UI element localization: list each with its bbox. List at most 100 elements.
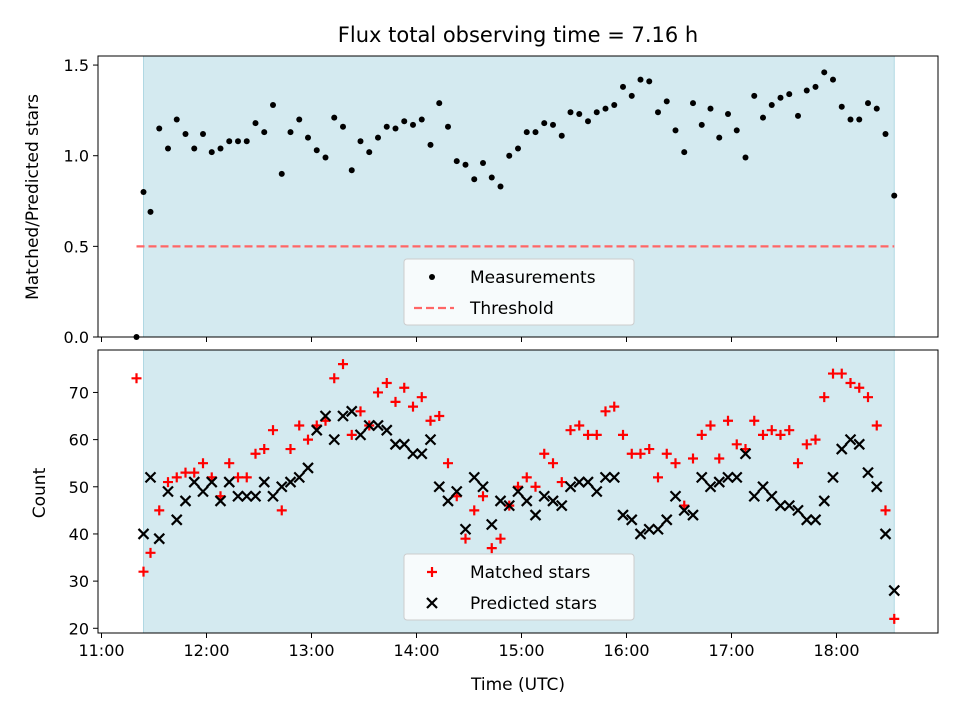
matched-stars-point [259, 444, 270, 455]
predicted-stars-point [137, 528, 150, 540]
matched-stars-point [539, 448, 550, 459]
predicted-stars-point [870, 481, 883, 493]
measurements-point [427, 141, 434, 148]
measurements-point [410, 121, 416, 128]
measurements-point [182, 130, 189, 137]
predicted-stars-point [214, 495, 227, 507]
measurements-point [366, 149, 373, 156]
matched-stars-point [749, 415, 760, 426]
predicted-stars-point [179, 495, 192, 507]
bottom-legend: Matched stars Predicted stars [403, 553, 635, 621]
x-tick-label: 18:00 [813, 641, 859, 660]
matched-stars-point [381, 378, 392, 389]
predicted-stars-point [643, 523, 656, 536]
matched-stars-point [609, 401, 620, 412]
matched-stars-point [224, 458, 235, 469]
measurements-point [760, 114, 766, 121]
legend-label: Predicted stars [470, 594, 597, 614]
measurements-point [821, 69, 828, 76]
x-axis-label: Time (UTC) [470, 675, 565, 695]
measurements-point [873, 105, 880, 112]
predicted-stars-point [477, 481, 489, 493]
measurements-point [655, 109, 661, 116]
measurements-point [856, 116, 863, 123]
predicted-stars-point [573, 476, 586, 488]
predicted-stars-point [704, 481, 717, 493]
measurements-point [173, 116, 180, 123]
matched-stars-point [635, 448, 646, 459]
predicted-stars-point [783, 499, 796, 512]
measurements-point [690, 100, 696, 107]
measurements-point [550, 121, 556, 128]
matched-stars-point [241, 472, 252, 483]
matched-stars-point [714, 453, 725, 464]
bottom-y-axis-label: Count [30, 467, 50, 518]
legend-matched-marker [427, 567, 437, 577]
measurements-point [716, 134, 723, 141]
matched-stars-point [530, 481, 541, 492]
matched-stars-point [154, 505, 165, 516]
predicted-stars-point [512, 485, 524, 498]
measurements-point [217, 145, 224, 152]
matched-stars-point [696, 429, 707, 440]
predicted-stars-point [678, 504, 691, 517]
matched-stars-point [626, 448, 637, 459]
matched-stars-point [801, 439, 812, 450]
matched-stars-point [408, 401, 418, 412]
predicted-stars-point [827, 471, 839, 484]
measurements-point [795, 112, 801, 119]
predicted-stars-point [442, 495, 454, 507]
top-legend-box [403, 258, 635, 326]
matched-stars-point [758, 429, 768, 440]
predicted-stars-point [555, 499, 568, 512]
measurements-point [786, 91, 793, 98]
predicted-stars-point [284, 476, 297, 488]
measurements-point [392, 125, 399, 132]
predicted-stars-point [153, 532, 166, 545]
predicted-stars-point [345, 405, 358, 418]
matched-stars-point [486, 543, 497, 554]
matched-stars-point [845, 378, 856, 389]
predicted-stars-point [319, 410, 332, 422]
predicted-stars-point [302, 462, 314, 474]
predicted-stars-point [389, 438, 402, 451]
measurements-point [865, 100, 871, 107]
measurements-point [611, 101, 618, 108]
matched-stars-point [233, 472, 243, 483]
measurements-point [401, 118, 408, 125]
measurements-point [585, 118, 591, 125]
predicted-stars-point [844, 433, 857, 446]
measurements-point [628, 92, 635, 99]
top-y-tick-label: 1.5 [64, 56, 89, 75]
measurements-point [287, 129, 294, 136]
measurements-point [305, 134, 311, 141]
bottom-legend-box [403, 553, 635, 621]
predicted-stars-point [240, 490, 253, 502]
predicted-stars-point [687, 509, 699, 521]
measurements-point [681, 149, 688, 156]
matched-stars-point [644, 444, 655, 455]
chart-title: Flux total observing time = 7.16 h [338, 23, 698, 47]
measurements-point [226, 138, 233, 145]
measurements-point [436, 100, 443, 107]
matched-stars-point [138, 566, 149, 577]
predicted-stars-point [625, 514, 638, 526]
measurements-point [777, 94, 784, 101]
matched-stars-point [810, 434, 821, 445]
bottom-plot-frame [97, 349, 939, 634]
measurements-point [602, 105, 609, 112]
predicted-stars-point [197, 485, 209, 498]
measurements-point [471, 176, 478, 183]
predicted-stars-point [792, 504, 804, 517]
top-y-tick-label: 0.0 [64, 328, 89, 347]
matched-stars-point [198, 458, 208, 469]
predicted-stars-point [328, 433, 341, 446]
matched-stars-point [556, 477, 567, 488]
matched-stars-point [819, 392, 830, 403]
matched-stars-point [863, 392, 873, 403]
matched-stars-point [871, 420, 882, 431]
predicted-stars-point [713, 476, 726, 488]
predicted-stars-point [380, 424, 393, 436]
matched-stars-point [355, 406, 366, 417]
measurements-point [480, 159, 486, 166]
